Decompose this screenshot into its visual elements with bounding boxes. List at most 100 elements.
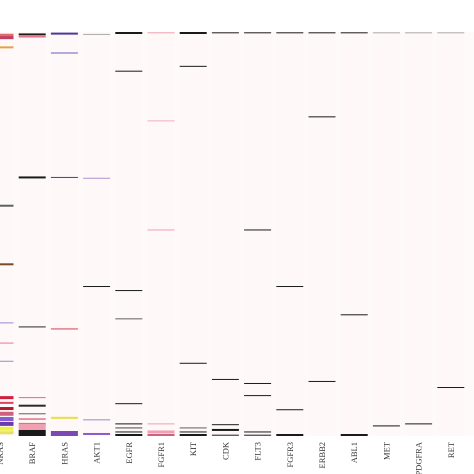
mutation-mark-nras xyxy=(0,33,14,37)
mutation-mark-egfr xyxy=(115,70,143,72)
mutation-mark-egfr xyxy=(115,403,143,405)
mutation-mark-egfr xyxy=(115,431,143,433)
mutation-mark-egfr xyxy=(115,423,143,425)
mutation-mark-abl1 xyxy=(340,32,368,34)
mutation-mark-braf xyxy=(18,418,46,420)
mutation-mark-nras xyxy=(0,204,14,207)
gene-column-kit xyxy=(179,32,207,436)
x-tick-label-braf: BRAF xyxy=(27,442,37,464)
mutation-mark-fgfr3 xyxy=(276,409,304,411)
mutation-mark-flt3 xyxy=(244,32,272,34)
x-tick-label-ret: RET xyxy=(446,441,456,458)
mutation-mark-kit xyxy=(179,362,207,364)
mutation-mark-nras xyxy=(0,411,14,416)
x-tick-label-egfr: EGFR xyxy=(124,442,134,464)
gene-column-nras xyxy=(0,32,14,436)
x-tick-label-nras: NRAS xyxy=(0,442,5,465)
mutation-mark-nras xyxy=(0,426,14,431)
mutation-mark-erbb2 xyxy=(308,32,336,34)
mutation-mark-nras xyxy=(0,263,14,266)
heatmap-panel xyxy=(0,32,474,436)
mutation-mark-cdk xyxy=(211,378,239,380)
mutation-mark-pdgfra xyxy=(405,32,433,34)
gene-axis-labels: NRAS BRAF HRAS AKT1 EGFR FGFR1 KIT CDK FLT3 FGFR3… xyxy=(0,441,456,474)
mutation-mark-kit xyxy=(179,431,207,433)
mutation-mark-cdk xyxy=(211,424,239,426)
mutation-mark-kit xyxy=(179,32,207,34)
mutation-mark-kit xyxy=(179,434,207,436)
gene-column-abl1 xyxy=(340,32,368,436)
mutation-mark-braf xyxy=(18,33,46,36)
mutation-mark-fgfr1 xyxy=(147,423,175,425)
mutation-mark-egfr xyxy=(115,318,143,320)
mutation-mark-flt3 xyxy=(244,382,272,384)
mutation-mark-fgfr1 xyxy=(147,229,175,231)
mutation-mark-abl1 xyxy=(340,434,368,436)
mutation-mark-braf xyxy=(18,422,46,425)
mutation-mark-braf xyxy=(18,430,46,436)
mutation-mark-nras xyxy=(0,322,14,324)
x-tick-label-met: MET xyxy=(381,441,391,460)
mutation-mark-abl1 xyxy=(340,314,368,316)
mutation-mark-nras xyxy=(0,431,14,435)
gene-column-akt1 xyxy=(83,32,111,436)
mutation-mark-erbb2 xyxy=(308,380,336,382)
mutation-mark-egfr xyxy=(115,32,143,34)
mutation-mark-akt1 xyxy=(83,432,111,435)
x-tick-label-flt3: FLT3 xyxy=(253,442,263,461)
x-tick-label-kit: KIT xyxy=(188,441,198,456)
mutation-mark-flt3 xyxy=(244,395,272,397)
mutation-mark-nras xyxy=(0,36,14,40)
x-tick-label-pdgfra: PDGFRA xyxy=(414,441,424,474)
mutation-mark-nras xyxy=(0,407,14,411)
mutation-mark-pdgfra xyxy=(405,423,433,425)
mutation-mark-cdk xyxy=(211,434,239,436)
mutation-mark-fgfr3 xyxy=(276,434,304,436)
mutation-mark-egfr xyxy=(115,434,143,436)
gene-column-pdgfra xyxy=(405,32,433,436)
mutation-mark-fgfr1 xyxy=(147,120,175,122)
mutation-mark-kit xyxy=(179,65,207,67)
mutation-mark-flt3 xyxy=(244,431,272,433)
mutation-mark-flt3 xyxy=(244,434,272,436)
x-tick-label-fgfr1: FGFR1 xyxy=(156,442,166,468)
mutation-mark-nras xyxy=(0,46,14,49)
gene-column-fgfr1 xyxy=(147,32,175,436)
mutation-mark-cdk xyxy=(211,428,239,431)
mutation-mark-ret xyxy=(437,32,465,34)
mutation-mark-braf xyxy=(18,326,46,328)
mutation-mark-met xyxy=(372,425,400,427)
gene-column-ret xyxy=(437,32,465,436)
x-tick-label-erbb2: ERBB2 xyxy=(317,442,327,468)
gene-column-cdk xyxy=(211,32,239,436)
x-tick-label-fgfr3: FGFR3 xyxy=(285,442,295,468)
mutation-mark-ret xyxy=(437,387,465,389)
mutation-mark-kit xyxy=(179,427,207,429)
mutation-mark-braf xyxy=(18,36,46,38)
gene-column-hras xyxy=(50,32,78,436)
mutation-mark-nras xyxy=(0,401,14,404)
gene-column-met xyxy=(372,32,400,436)
mutation-mark-fgfr3 xyxy=(276,286,304,288)
gene-column-flt3 xyxy=(244,32,272,436)
mutation-mark-hras xyxy=(50,52,78,54)
mutation-mark-akt1 xyxy=(83,177,111,179)
mutation-mark-met xyxy=(372,32,400,34)
mutation-mark-nras xyxy=(0,396,14,400)
mutation-mark-fgfr3 xyxy=(276,32,304,34)
mutation-mark-akt1 xyxy=(83,286,111,288)
mutation-mark-hras xyxy=(50,431,78,436)
mutation-mark-fgfr1 xyxy=(147,430,175,434)
mutation-mark-nras xyxy=(0,417,14,422)
mutation-mark-hras xyxy=(50,328,78,330)
mutation-mark-nras xyxy=(0,360,14,362)
mutation-mark-erbb2 xyxy=(308,116,336,118)
mutation-mark-fgfr1 xyxy=(147,32,175,34)
gene-column-braf xyxy=(18,32,46,436)
x-tick-label-abl1: ABL1 xyxy=(349,442,359,463)
mutation-mark-braf xyxy=(18,413,46,415)
gene-column-fgfr3 xyxy=(276,32,304,436)
mutation-mark-akt1 xyxy=(83,419,111,421)
mutation-mark-braf xyxy=(18,176,46,179)
